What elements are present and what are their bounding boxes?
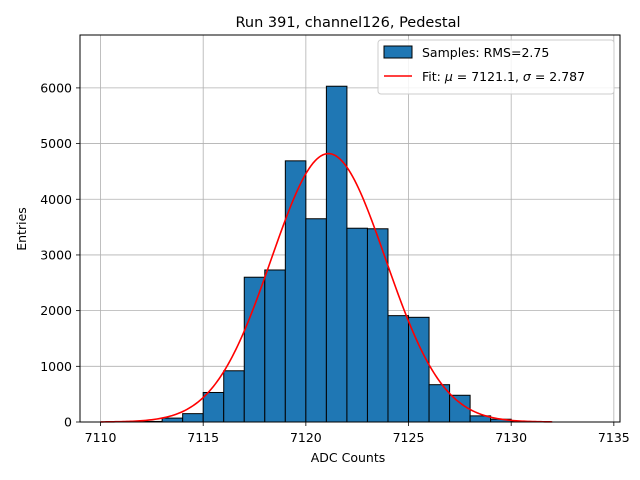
x-tick-label: 7125 [393,430,425,445]
y-axis-ticks: 0 1000 2000 3000 4000 5000 6000 [40,80,80,430]
x-tick-label: 7115 [187,430,219,445]
histogram-bar [202,391,225,423]
x-tick-label: 7130 [495,430,527,445]
legend-fit-prefix: Fit: [422,69,445,84]
x-tick-label: 7135 [598,430,630,445]
y-tick-label: 3000 [40,247,72,262]
legend-fit-sigma-value: = 2.787 [531,69,585,84]
plot-frame [79,34,621,423]
y-tick-label: 6000 [40,80,72,95]
legend-fit-sigma-symbol: σ [523,69,532,84]
histogram-bar [182,413,204,423]
histogram-bar [325,85,348,423]
x-tick-label: 7110 [85,430,117,445]
y-axis-label: Entries [14,207,29,251]
legend-box [377,39,615,95]
legend-fit-mu-value: = 7121.1, [453,69,523,84]
legend-samples-label: Samples: RMS=2.75 [422,45,549,60]
y-tick-label: 4000 [40,192,72,207]
y-tick-label: 1000 [40,359,72,374]
histogram-bar [243,276,266,423]
chart-title: Run 391, channel126, Pedestal [235,15,460,31]
x-axis-label: ADC Counts [311,450,386,465]
histogram-bar [305,218,327,423]
x-axis-ticks: 7110 7115 7120 7125 7130 7135 [85,422,630,445]
y-tick-label: 5000 [40,136,72,151]
legend-fit-mu-symbol: μ [444,69,453,84]
legend: Samples: RMS=2.75 Fit: μ = 7121.1, σ = 2… [377,39,615,95]
histogram-bar [387,315,410,423]
histogram-bar [346,227,368,423]
fit-curve-layer [100,152,553,423]
histogram-bar [223,370,245,423]
histogram-bar [408,316,430,423]
legend-samples-swatch [383,45,413,59]
legend-fit-label: Fit: μ = 7121.1, σ = 2.787 [422,69,585,84]
histogram-bar [264,269,286,423]
histogram-bar [284,160,307,423]
y-tick-label: 2000 [40,303,72,318]
gaussian-fit-line [100,152,553,423]
x-tick-label: 7120 [290,430,322,445]
y-tick-label: 0 [64,415,72,430]
histogram-bar [161,417,184,423]
